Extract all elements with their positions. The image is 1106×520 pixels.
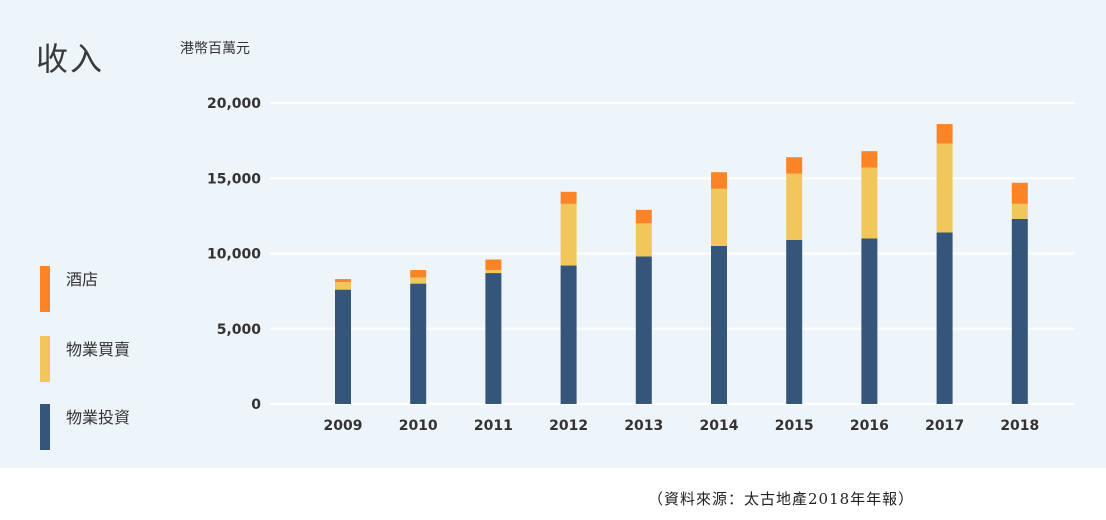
bar-segment (635, 223, 652, 257)
bar-segment (936, 143, 953, 233)
bar-segment (711, 245, 727, 404)
bar-segment (335, 289, 351, 404)
bar-segment (635, 209, 652, 224)
x-tick-label: 2009 (324, 418, 363, 434)
bar-segment (410, 270, 427, 278)
legend-swatch-property-investment (40, 404, 50, 450)
bar-segment (410, 283, 427, 404)
legend-label-property-investment: 物業投資 (66, 408, 131, 427)
bar-segment (485, 270, 502, 274)
x-tick-label: 2013 (624, 418, 663, 434)
bar-segment (1011, 218, 1028, 404)
bar-segment (936, 124, 953, 144)
source-note: （資料來源：太古地產2018年年報） (648, 490, 915, 508)
legend-swatch-hotels (40, 266, 50, 312)
x-tick-label: 2011 (474, 418, 513, 434)
y-tick-label: 20,000 (207, 96, 261, 112)
bar-segment (711, 188, 727, 246)
bar-segment (485, 259, 502, 271)
bar-segment (1011, 182, 1028, 204)
x-tick-label: 2017 (925, 418, 964, 434)
legend-swatch-property-trading (40, 336, 50, 382)
y-tick-label: 10,000 (207, 247, 261, 263)
x-tick-label: 2010 (399, 418, 438, 434)
y-tick-label: 5,000 (217, 322, 262, 338)
legend-label-hotels: 酒店 (66, 270, 99, 289)
x-tick-label: 2018 (1000, 418, 1039, 434)
x-tick-label: 2015 (775, 418, 814, 434)
bar-segment (1011, 203, 1028, 219)
stacked-bar-chart: 0 5,000 10,000 15,000 20,000 2009 2010 2011 2012… (207, 96, 1075, 434)
bar-segment (861, 238, 878, 404)
bar-segment (335, 282, 351, 290)
x-tick-label: 2014 (700, 418, 739, 434)
bar-segment (560, 203, 577, 266)
y-tick-label: 15,000 (207, 171, 261, 187)
bar-segment (560, 265, 577, 404)
bar-segment (786, 173, 803, 240)
legend-label-property-trading: 物業買賣 (66, 340, 131, 359)
bar-segment (861, 167, 878, 239)
bar-segment (485, 273, 502, 404)
bar-segment (635, 256, 652, 404)
x-tick-label: 2016 (850, 418, 889, 434)
bar-segment (936, 232, 953, 404)
chart-panel (0, 0, 1106, 468)
y-tick-label: 0 (251, 397, 261, 413)
bar-segment (560, 191, 577, 204)
bar-segment (410, 277, 427, 284)
bar-segment (786, 239, 803, 404)
chart-title: 收入 (36, 40, 105, 78)
bar-segment (861, 151, 878, 168)
bar-segment (711, 172, 727, 189)
bar-segment (786, 157, 803, 174)
y-axis-unit-label: 港幣百萬元 (180, 41, 250, 57)
bar-segment (335, 279, 351, 283)
x-tick-label: 2012 (549, 418, 588, 434)
